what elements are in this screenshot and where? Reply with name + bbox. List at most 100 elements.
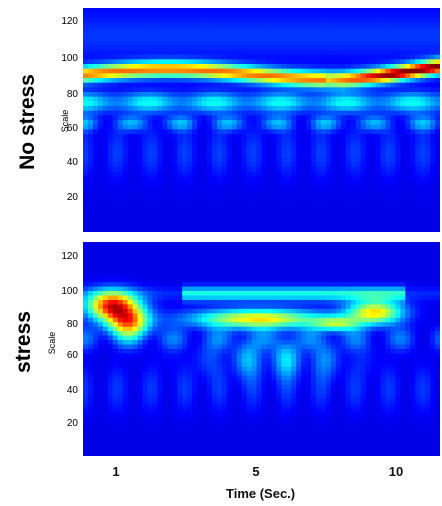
heatmap-stress-cell [246,331,253,337]
heatmap-no-stress-cell [271,68,277,74]
heatmap-no-stress-cell [187,185,193,191]
heatmap-no-stress-cell [127,92,134,98]
heatmap-no-stress-cell [236,190,243,196]
heatmap-no-stress-cell [415,204,421,210]
heatmap-no-stress-cell [147,78,154,84]
heatmap-no-stress-cell [172,134,178,140]
heatmap-stress-cell [206,277,213,283]
heatmap-stress-cell [206,242,213,248]
heatmap-no-stress-cell [375,180,382,186]
heatmap-no-stress-cell [83,143,89,149]
heatmap-stress-cell [266,286,273,292]
heatmap-stress-cell [202,286,208,292]
heatmap-no-stress-cell [211,134,218,140]
heatmap-no-stress-cell [167,120,173,126]
heatmap-stress-cell [117,313,124,319]
heatmap-no-stress-cell [87,129,94,135]
heatmap-no-stress-cell [206,45,213,51]
heatmap-stress-cell [276,255,282,261]
heatmap-no-stress-cell [112,176,119,182]
heatmap-stress-cell [425,255,431,261]
heatmap-stress-cell [162,291,168,297]
heatmap-no-stress-cell [127,26,134,32]
heatmap-no-stress-cell [350,166,357,172]
heatmap-stress-cell [187,286,193,292]
heatmap-no-stress-cell [296,73,302,79]
heatmap-no-stress-cell [177,152,183,158]
heatmap-no-stress-cell [92,218,99,224]
heatmap-no-stress-cell [261,115,268,121]
heatmap-stress-cell [241,255,248,261]
heatmap-no-stress-cell [311,54,317,60]
heatmap-no-stress-cell [296,96,302,102]
heatmap-no-stress-cell [87,222,94,228]
heatmap-no-stress-cell [221,92,228,98]
heatmap-no-stress-cell [435,40,440,46]
heatmap-stress-cell [241,273,248,279]
heatmap-no-stress-cell [83,73,89,79]
heatmap-stress-cell [192,299,198,306]
heatmap-no-stress-cell [291,185,297,191]
heatmap-no-stress-cell [360,36,367,42]
heatmap-stress-cell [83,326,89,332]
heatmap-stress-cell [92,259,99,265]
heatmap-no-stress-cell [360,157,367,163]
heatmap-stress-cell [410,273,416,279]
heatmap-no-stress-cell [202,138,208,144]
heatmap-stress-cell [202,282,208,288]
heatmap-no-stress-cell [350,87,357,93]
heatmap-no-stress-cell [147,82,154,88]
heatmap-no-stress-cell [187,171,193,177]
heatmap-no-stress-cell [316,92,322,98]
heatmap-no-stress-cell [192,26,198,32]
heatmap-no-stress-cell [390,26,396,32]
heatmap-no-stress-cell [301,22,307,28]
heatmap-no-stress-cell [296,87,302,93]
heatmap-stress-cell [246,304,253,310]
heatmap-no-stress-cell [211,26,218,32]
heatmap-no-stress-cell [246,73,253,79]
heatmap-no-stress-cell [221,148,228,154]
heatmap-no-stress-cell [350,78,357,84]
heatmap-no-stress-cell [410,101,416,107]
heatmap-stress-cell [162,242,168,248]
heatmap-no-stress-cell [137,204,144,210]
heatmap-no-stress-cell [266,143,273,149]
heatmap-stress-cell [281,331,287,337]
heatmap-no-stress-cell [117,115,124,121]
heatmap-no-stress-cell [365,68,372,74]
heatmap-no-stress-cell [117,54,124,60]
heatmap-no-stress-cell [395,129,401,135]
heatmap-no-stress-cell [390,218,396,224]
heatmap-no-stress-cell [266,64,273,70]
heatmap-no-stress-cell [83,17,89,23]
heatmap-no-stress-cell [102,157,109,163]
heatmap-no-stress-cell [321,180,327,186]
heatmap-stress-cell [192,282,198,288]
heatmap-no-stress-cell [340,208,347,214]
heatmap-stress-cell [231,331,238,337]
heatmap-no-stress-cell [137,157,144,163]
heatmap-no-stress-cell [236,106,243,112]
heatmap-no-stress-cell [345,134,352,140]
heatmap-stress-cell [405,299,411,306]
heatmap-no-stress-cell [122,213,129,219]
heatmap-stress-cell [132,277,139,283]
heatmap-no-stress-cell [137,162,144,168]
heatmap-stress-cell [271,299,277,306]
heatmap-no-stress-cell [251,36,258,42]
heatmap-no-stress-cell [112,185,119,191]
heatmap-no-stress-cell [206,68,213,74]
heatmap-no-stress-cell [365,120,372,126]
heatmap-stress-cell [425,273,431,279]
heatmap-stress-cell [311,250,317,256]
heatmap-stress-cell [385,255,392,261]
heatmap-stress-cell [410,317,416,323]
heatmap-stress-cell [335,304,342,310]
heatmap-no-stress-cell [246,218,253,224]
heatmap-no-stress-cell [182,129,188,135]
heatmap-no-stress-cell [385,152,392,158]
heatmap-no-stress-cell [405,222,411,228]
heatmap-stress-cell [251,299,258,306]
heatmap-no-stress-cell [241,129,248,135]
